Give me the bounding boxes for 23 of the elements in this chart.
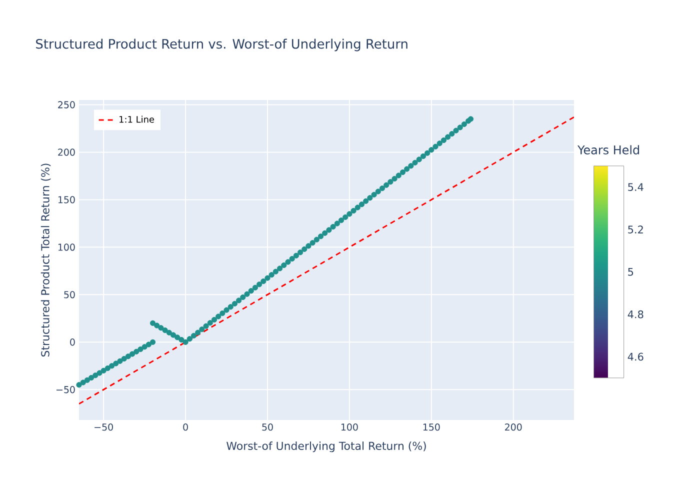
- color-bar-title: Years Held: [577, 145, 640, 154]
- x-tick-label: 0: [183, 424, 188, 431]
- x-axis-title: Worst-of Underlying Total Return (%): [226, 442, 426, 452]
- y-tick-label: 50: [64, 291, 75, 298]
- x-tick-label: 100: [341, 424, 358, 431]
- x-tick-label: 200: [505, 424, 522, 431]
- y-tick-label: 0: [70, 338, 75, 346]
- y-tick-label: 200: [58, 148, 75, 156]
- color-bar-label: 5: [628, 268, 634, 276]
- y-axis-title: Structured Product Total Return (%): [40, 164, 51, 356]
- x-tick-label: 50: [262, 424, 273, 431]
- color-bar-label: 4.8: [628, 310, 644, 318]
- legend-label: 1:1 Line: [120, 116, 154, 123]
- y-tick-label: 150: [58, 196, 75, 204]
- y-tick-label: 100: [58, 244, 75, 251]
- color-bar-label: 5.2: [628, 226, 643, 234]
- x-tick-label: 150: [423, 424, 440, 431]
- color-bar-label: 5.4: [628, 183, 644, 191]
- y-tick-label: 250: [58, 101, 75, 108]
- x-tick-label: −50: [94, 424, 113, 431]
- chart-title: Structured Product Return vs. Worst-of Underlying Return: [36, 38, 408, 52]
- y-tick-label: −50: [56, 386, 75, 394]
- color-bar-label: 4.6: [628, 352, 644, 361]
